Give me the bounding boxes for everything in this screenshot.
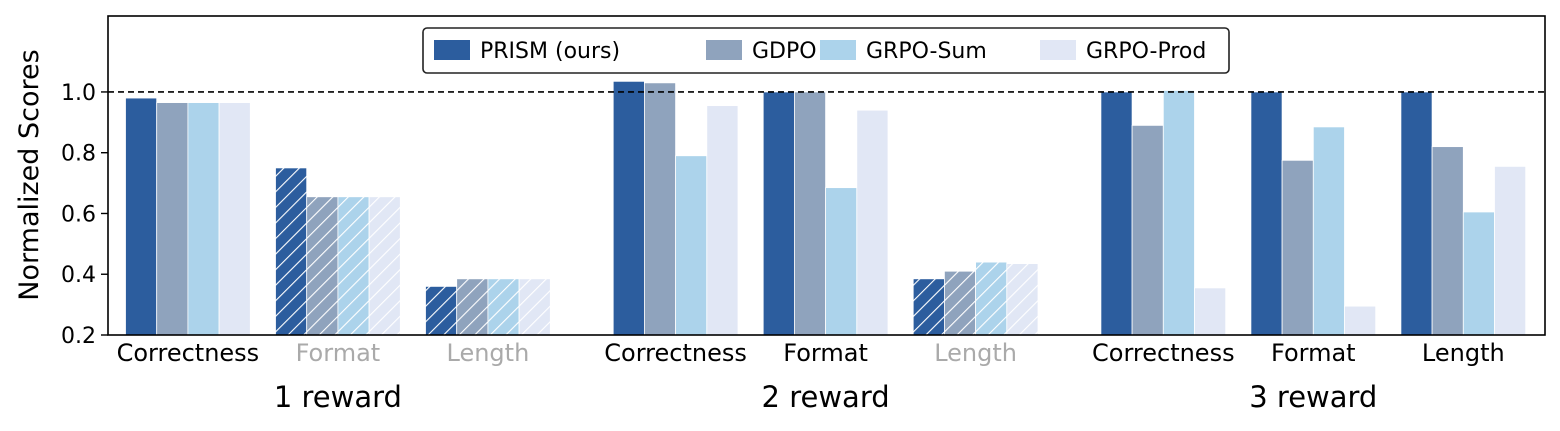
bar-2-2-2 xyxy=(1462,211,1495,336)
group-label: 3 reward xyxy=(1249,380,1377,414)
y-tick-label: 0.6 xyxy=(61,202,96,227)
bar-1-0-2 xyxy=(675,155,708,336)
bar-hatch-1-2-3 xyxy=(1006,263,1038,335)
x-tick-label: Correctness xyxy=(117,339,260,367)
bar-2-2-1 xyxy=(1431,146,1464,336)
x-tick-label: Correctness xyxy=(1092,339,1235,367)
bar-2-2-0 xyxy=(1400,91,1433,336)
bar-2-2-3 xyxy=(1494,165,1527,336)
bar-hatch-0-1-1 xyxy=(306,196,338,335)
y-axis-label: Normalized Scores xyxy=(14,49,45,300)
legend-label: GRPO-Sum xyxy=(866,39,987,64)
legend: PRISM (ours) GDPO GRPO-Sum GRPO-Prod xyxy=(422,27,1230,74)
plot-frame xyxy=(107,15,1546,336)
bar-hatch-0-1-3 xyxy=(369,196,401,335)
bar-hatch-0-2-3 xyxy=(519,278,551,335)
x-tick-label: Format xyxy=(783,339,868,367)
y-axis: 0.2 0.4 0.6 0.8 1.0 xyxy=(61,81,108,349)
legend-swatch xyxy=(1040,40,1076,60)
x-tick-label: Format xyxy=(296,339,381,367)
bar-1-1-2 xyxy=(825,187,858,336)
bar-hatch-0-2-2 xyxy=(487,278,520,335)
bar-1-1-1 xyxy=(794,91,827,336)
bar-1-1-0 xyxy=(762,91,795,336)
x-tick-label: Length xyxy=(1422,339,1505,367)
bar-hatch-0-1-2 xyxy=(337,196,370,335)
bar-2-1-3 xyxy=(1344,305,1377,336)
y-tick-label: 0.8 xyxy=(61,142,96,167)
legend-swatch xyxy=(434,40,470,60)
bar-0-0-2 xyxy=(187,102,220,336)
bar-2-1-2 xyxy=(1312,126,1345,336)
x-axis: Correctness Format Length 1 reward Correctne… xyxy=(117,339,1505,414)
bar-2-1-1 xyxy=(1281,159,1314,336)
bar-2-0-2 xyxy=(1162,90,1195,336)
bar-1-0-1 xyxy=(644,82,677,336)
bar-0-0-0 xyxy=(125,97,158,336)
legend-label: PRISM (ours) xyxy=(480,39,620,64)
x-tick-label: Length xyxy=(447,339,530,367)
x-tick-label: Format xyxy=(1271,339,1356,367)
bar-2-0-0 xyxy=(1100,91,1133,336)
x-tick-label: Correctness xyxy=(604,339,747,367)
bar-1-0-0 xyxy=(612,80,645,336)
bar-hatch-0-2-0 xyxy=(425,286,457,335)
bar-hatch-0-1-0 xyxy=(275,167,307,335)
y-tick-label: 0.2 xyxy=(61,324,96,349)
bar-2-1-0 xyxy=(1250,91,1283,336)
bar-1-0-3 xyxy=(706,105,739,336)
bar-1-1-3 xyxy=(856,109,889,336)
legend-swatch xyxy=(820,40,856,60)
bars-layer xyxy=(125,80,1527,336)
x-tick-label: Length xyxy=(934,339,1017,367)
bar-0-0-3 xyxy=(218,102,251,336)
bar-hatch-1-2-0 xyxy=(913,278,945,335)
bar-2-0-1 xyxy=(1131,124,1164,336)
bar-0-0-1 xyxy=(156,102,189,336)
legend-label: GDPO xyxy=(752,39,817,64)
bar-2-0-3 xyxy=(1194,287,1227,336)
y-tick-label: 1.0 xyxy=(61,81,96,106)
group-label: 2 reward xyxy=(762,380,890,414)
bar-hatch-1-2-1 xyxy=(944,271,976,335)
legend-label: GRPO-Prod xyxy=(1086,39,1206,64)
group-label: 1 reward xyxy=(274,380,402,414)
bar-hatch-0-2-1 xyxy=(456,278,488,335)
legend-swatch xyxy=(706,40,742,60)
bar-hatch-1-2-2 xyxy=(975,262,1007,335)
y-tick-label: 0.4 xyxy=(61,263,96,288)
